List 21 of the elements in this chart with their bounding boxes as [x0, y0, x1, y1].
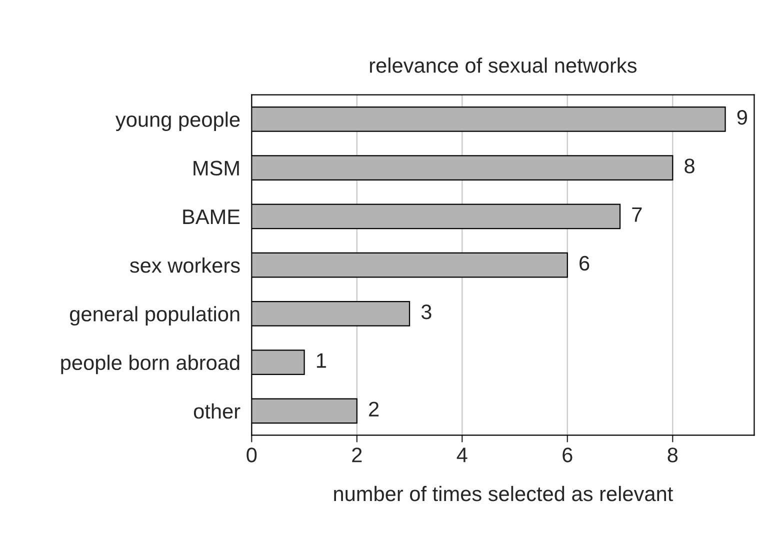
- chart-title: relevance of sexual networks: [370, 58, 637, 73]
- y-tick-label: sex workers: [130, 258, 240, 273]
- x-tick-label: 6: [562, 448, 572, 462]
- x-tick-label: 4: [456, 448, 468, 462]
- y-tick-label: young people: [115, 112, 240, 132]
- data-label: 7: [632, 207, 642, 222]
- data-label: 6: [580, 256, 590, 271]
- x-tick-label: 8: [668, 448, 678, 462]
- y-tick-label: MSM: [194, 160, 239, 176]
- y-tick-label: people born abroad: [61, 354, 240, 374]
- x-tick-label: 2: [352, 448, 362, 462]
- y-tick-label: BAME: [183, 210, 240, 224]
- data-label: 3: [421, 304, 432, 320]
- data-label: 2: [369, 402, 379, 416]
- data-label: 1: [316, 353, 326, 368]
- data-label: 8: [684, 158, 694, 174]
- x-tick-label: 0: [246, 448, 257, 462]
- data-label: 9: [737, 110, 747, 125]
- y-tick-label: other: [194, 403, 240, 419]
- y-tick-label: general population: [70, 306, 240, 326]
- x-axis-title: number of times selected as relevant: [334, 486, 674, 502]
